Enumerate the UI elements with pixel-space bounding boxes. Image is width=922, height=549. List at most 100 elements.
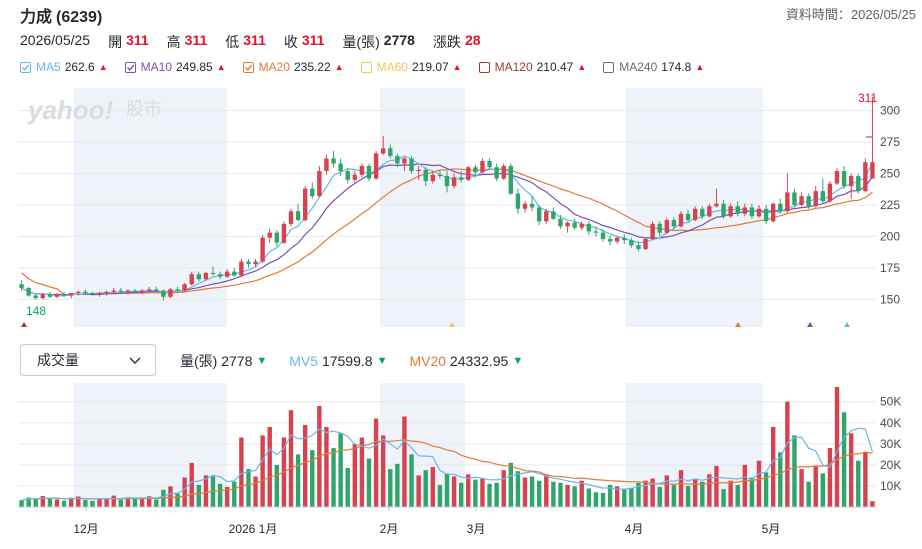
signal-marker-icon	[449, 322, 455, 327]
chevron-down-icon	[129, 353, 141, 370]
month-band	[380, 88, 465, 327]
volume-bar	[572, 486, 577, 507]
volume-bar	[402, 416, 407, 507]
volume-bar	[217, 483, 223, 507]
volume-chart: 10K 20K 30K 40K 50K 12月 2026 1月 2月 3月 4月 5月	[18, 383, 901, 536]
candle-body	[402, 158, 407, 164]
candle-body	[848, 176, 854, 187]
candle-body	[68, 293, 74, 296]
candle-body	[288, 211, 294, 224]
ma-legend-item-ma60[interactable]: MA60 219.07 ▲	[360, 60, 462, 74]
change-value: 28	[464, 32, 481, 48]
ma-legend-item-ma240[interactable]: MA240 174.8 ▲	[603, 60, 704, 74]
candle-body	[302, 188, 308, 221]
candle-body	[544, 211, 549, 222]
vol-label: 量(張)	[180, 353, 218, 369]
mv5-value: 17599.8	[321, 353, 373, 369]
candle-body	[253, 261, 258, 265]
mv5-label: MV5	[289, 353, 319, 369]
candle-body	[579, 223, 584, 228]
volume-bar	[565, 484, 570, 507]
volume-bar	[430, 467, 436, 507]
volume-bar	[451, 476, 457, 507]
candle-body	[629, 240, 634, 246]
candle-body	[54, 294, 60, 297]
ma-value: 249.85	[176, 60, 213, 74]
volume-bar	[352, 443, 358, 507]
price-tick-label: 275	[880, 135, 900, 149]
volume-bar	[274, 464, 280, 507]
candle-body	[565, 222, 570, 227]
ma-legend-item-ma120[interactable]: MA120 210.47 ▲	[478, 60, 586, 74]
volume-bar	[848, 433, 854, 507]
candle-body	[863, 162, 868, 192]
high-value: 311	[184, 32, 208, 48]
checkbox-icon[interactable]	[603, 61, 615, 73]
volume-tick-label: 50K	[880, 395, 901, 409]
volume-bar	[785, 401, 790, 507]
candle-body	[806, 196, 811, 207]
volume-bar	[629, 488, 634, 507]
x-tick-label: 5月	[762, 522, 781, 536]
ma-legend-item-ma5[interactable]: MA5 262.6 ▲	[20, 60, 108, 74]
volume-bar	[132, 498, 138, 507]
volume-bar	[189, 462, 194, 507]
volume-bar	[90, 500, 95, 507]
volume-bar	[458, 482, 464, 507]
checkbox-icon[interactable]	[478, 61, 490, 73]
ma-name: MA240	[619, 60, 658, 74]
vol-value: 2778	[221, 353, 253, 369]
checkbox-icon[interactable]	[360, 61, 372, 73]
month-band	[626, 88, 763, 327]
signal-marker-icon	[844, 322, 850, 327]
quote-summary: 2026/05/25 開 311 高 311 低 311 收 311 量(張) 2778 …	[20, 32, 485, 52]
indicator-select[interactable]: 成交量	[20, 344, 156, 376]
volume-bar	[501, 470, 506, 507]
candle-body	[558, 218, 563, 227]
yahoo-watermark: yahoo!	[26, 95, 114, 125]
ma-legend-item-ma10[interactable]: MA10 249.85 ▲	[124, 60, 226, 74]
candle-body	[792, 192, 797, 205]
candle-body	[125, 290, 131, 292]
candle-body	[622, 237, 627, 241]
candle-body	[778, 203, 783, 212]
candle-body	[643, 238, 648, 250]
volume-bar	[345, 468, 350, 507]
candle-body	[799, 196, 804, 205]
volume-bar	[671, 484, 677, 507]
volume-bar	[139, 497, 145, 507]
candle-body	[728, 206, 733, 217]
checkbox-icon[interactable]	[20, 61, 31, 73]
up-arrow-icon: ▲	[98, 62, 108, 72]
candle-body	[707, 206, 712, 217]
volume-bar	[742, 464, 748, 507]
candle-body	[657, 223, 662, 233]
volume-bar	[175, 493, 180, 507]
candle-body	[111, 290, 116, 292]
volume-bar	[331, 448, 336, 507]
candle-body	[856, 176, 861, 192]
volume-bar	[863, 452, 868, 507]
volume-bar	[820, 473, 826, 507]
close-value: 311	[301, 32, 325, 48]
candle-body	[735, 206, 740, 214]
low-value: 311	[243, 32, 266, 48]
price-tick-label: 175	[880, 261, 900, 275]
candle-body	[692, 208, 698, 221]
volume-bar	[778, 452, 783, 507]
volume-bar	[622, 489, 627, 507]
candle-body	[763, 208, 769, 222]
ma-legend-item-ma20[interactable]: MA20 235.22 ▲	[242, 60, 344, 74]
candle-body	[785, 192, 790, 212]
volume-bar	[749, 477, 755, 507]
checkbox-icon[interactable]	[124, 61, 136, 73]
volume-bar	[338, 433, 343, 507]
checkbox-icon[interactable]	[242, 61, 254, 73]
candle-body	[232, 271, 237, 276]
volume-bar	[707, 474, 712, 507]
candle-body	[139, 290, 145, 292]
down-arrow-icon: ▼	[512, 355, 524, 367]
ma-value: 174.8	[661, 60, 692, 74]
volume-bar	[33, 499, 38, 507]
volume-bar	[182, 477, 187, 507]
